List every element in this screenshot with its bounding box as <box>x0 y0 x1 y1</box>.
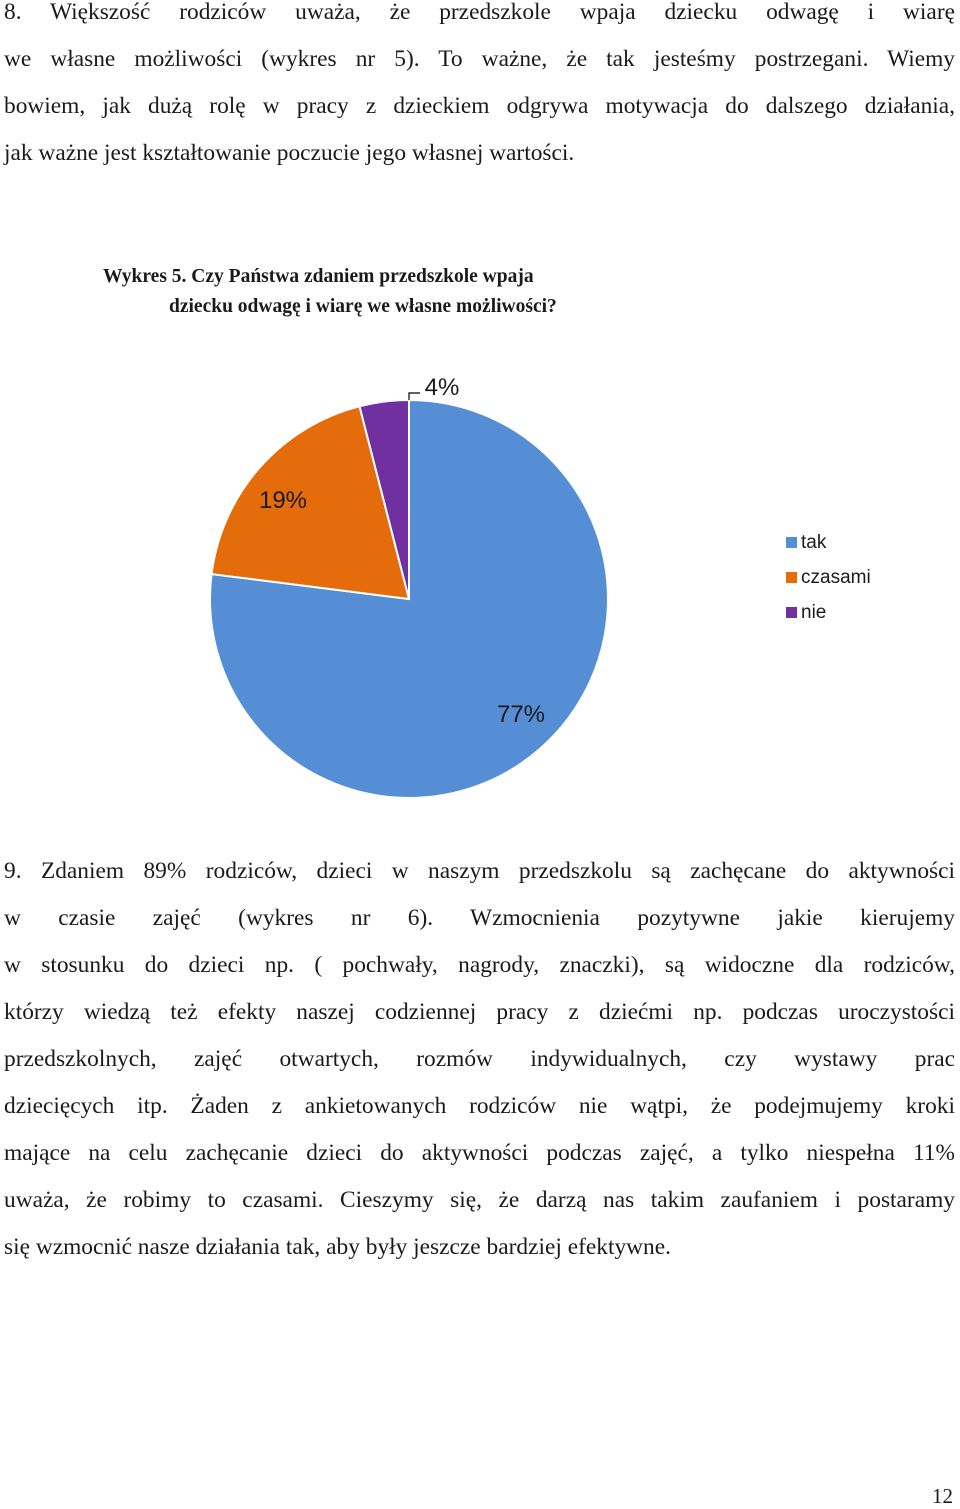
paragraph-line: przedszkolnych, zajęć otwartych, rozmów … <box>4 1046 955 1072</box>
paragraph-line: w czasie zajęć (wykres nr 6). Wzmocnieni… <box>4 905 955 931</box>
leader-line <box>408 392 420 400</box>
paragraph-line: w stosunku do dzieci np. ( pochwały, nag… <box>4 952 955 978</box>
paragraph-line: jak ważne jest kształtowanie poczucie je… <box>4 140 575 166</box>
legend-item-tak: tak <box>786 525 871 560</box>
legend-swatch <box>786 537 797 548</box>
paragraph-line: się wzmocnić nasze działania tak, aby by… <box>4 1234 671 1260</box>
pie-data-labels: 77% 19% 4% <box>259 374 545 728</box>
paragraph-line: dziecięcych itp. Żaden z ankietowanych r… <box>4 1093 955 1119</box>
data-label-czasami: 19% <box>259 487 307 514</box>
legend-item-nie: nie <box>786 595 871 630</box>
data-label-tak: 77% <box>497 701 545 728</box>
legend-label: czasami <box>801 566 871 588</box>
page-number: 12 <box>932 1484 953 1508</box>
caption-line-2: dziecku odwagę i wiarę we własne możliwo… <box>169 296 557 317</box>
paragraph-line: we własne możliwości (wykres nr 5). To w… <box>4 46 955 72</box>
legend-label: nie <box>801 601 827 623</box>
paragraph-9: 9. Zdaniem 89% rodziców, dzieci w naszym… <box>4 848 955 1271</box>
caption-line-1: Wykres 5. Czy Państwa zdaniem przedszkol… <box>103 266 534 287</box>
paragraph-line: 9. Zdaniem 89% rodziców, dzieci w naszym… <box>4 858 955 884</box>
pie-chart: 77% 19% 4% <box>209 374 609 799</box>
paragraph-line: którzy wiedzą też efekty naszej codzienn… <box>4 999 955 1025</box>
chart-legend: tak czasami nie <box>786 525 871 630</box>
legend-swatch <box>786 607 797 618</box>
legend-label: tak <box>801 531 827 553</box>
legend-swatch <box>786 572 797 583</box>
pie-slices <box>209 398 609 799</box>
legend-item-czasami: czasami <box>786 560 871 595</box>
paragraph-line: mające na celu zachęcanie dzieci do akty… <box>4 1140 955 1166</box>
pie-slice-tak <box>209 398 609 799</box>
paragraph-line: 8. Większość rodziców uważa, że przedszk… <box>4 0 955 25</box>
paragraph-line: bowiem, jak dużą rolę w pracy z dzieckie… <box>4 93 955 119</box>
pie-slice-czasami <box>210 405 411 601</box>
paragraph-8: 8. Większość rodziców uważa, że przedszk… <box>4 0 955 177</box>
data-label-nie: 4% <box>425 374 460 401</box>
pie-slice-nie <box>358 398 410 600</box>
paragraph-line: uważa, że robimy to czasami. Cieszymy si… <box>4 1187 955 1213</box>
